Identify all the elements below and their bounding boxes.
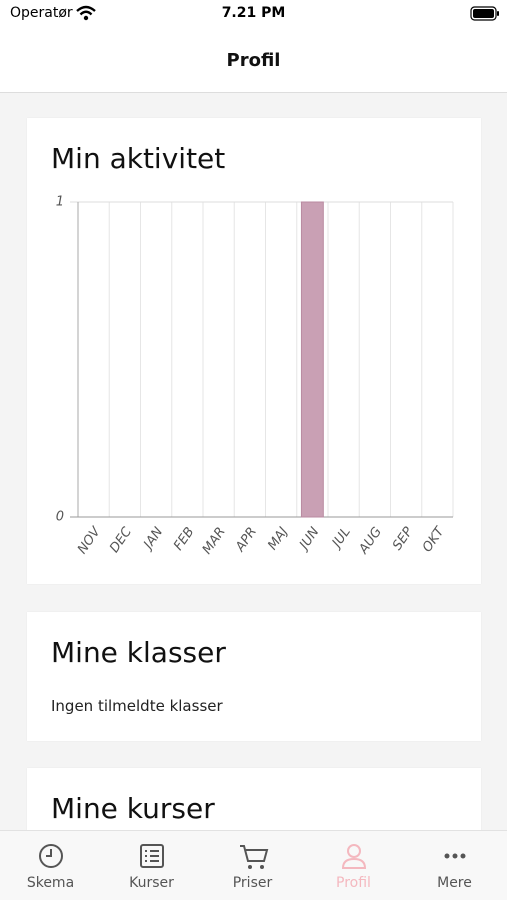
clock-icon — [39, 844, 63, 868]
tab[interactable]: Mere — [404, 831, 505, 900]
battery-icon — [470, 6, 499, 21]
x-tick-label: JUN — [295, 524, 322, 554]
tab-bar: Skema Kurser Priser Profil Mere — [0, 830, 507, 900]
tab[interactable]: Priser — [202, 831, 303, 900]
clock: 7.21 PM — [221, 5, 286, 21]
person-icon — [341, 844, 367, 869]
tab[interactable]: Profil — [303, 831, 404, 900]
classes-card: Mine klasser Ingen tilmeldte klasser — [27, 612, 481, 741]
x-tick-label: NOV — [75, 524, 104, 557]
tab[interactable]: Kurser — [101, 831, 202, 900]
card-text: Ingen tilmeldte klasser — [51, 697, 223, 715]
x-tick-label: JUL — [328, 525, 354, 553]
x-tick-label: FEB — [171, 525, 197, 554]
wifi-icon — [76, 5, 96, 21]
page-title: Profil — [226, 50, 281, 71]
x-tick-label: OKT — [420, 524, 448, 555]
status-bar: Operatør 7.21 PM — [0, 0, 507, 30]
list-icon — [140, 844, 164, 868]
more-icon — [444, 853, 466, 859]
y-tick-label: 0 — [56, 510, 64, 525]
x-tick-label: SEP — [390, 525, 416, 554]
card-title: Mine kurser — [51, 792, 215, 825]
x-tick-label: AUG — [356, 525, 385, 558]
tab-label: Mere — [437, 875, 472, 891]
x-tick-label: DEC — [107, 524, 135, 556]
tab-label: Kurser — [129, 875, 174, 891]
x-tick-label: JAN — [139, 524, 166, 554]
activity-card: Min aktivitet 0 1 NOV DEC JAN FEB MAR APR MAJ JUN… — [27, 118, 481, 584]
carrier: Operatør — [10, 5, 73, 21]
x-tick-label: APR — [232, 525, 260, 556]
card-title: Mine klasser — [51, 636, 226, 669]
cart-icon — [240, 845, 269, 869]
x-tick-label: MAJ — [265, 525, 291, 553]
x-tick-label: MAR — [200, 525, 229, 557]
tab[interactable]: Skema — [0, 831, 101, 900]
card-title: Min aktivitet — [51, 142, 226, 175]
tab-label: Profil — [336, 875, 371, 891]
tab-label: Skema — [26, 875, 75, 891]
nav-header: Profil — [0, 30, 507, 93]
bar — [300, 201, 324, 518]
activity-chart: 0 1 NOV DEC JAN FEB MAR APR MAJ JUN JUL AUG SEP OKT — [56, 195, 454, 558]
y-tick-label: 1 — [56, 195, 64, 210]
tab-label: Priser — [232, 875, 273, 891]
